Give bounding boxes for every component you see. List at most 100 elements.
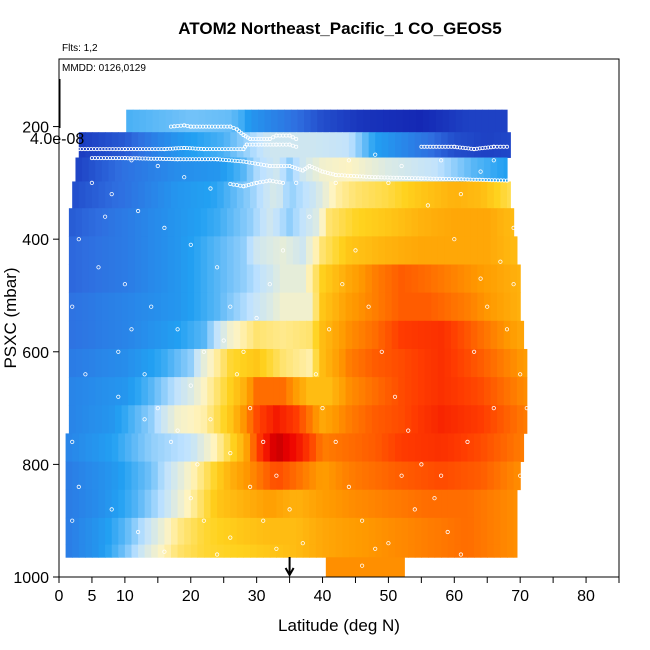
heatmap-cell	[381, 132, 390, 158]
heatmap-cell	[490, 264, 498, 294]
heatmap-cell	[317, 109, 325, 133]
heatmap-cell	[435, 109, 444, 133]
heatmap-cell	[230, 544, 238, 558]
heatmap-cell	[68, 377, 77, 406]
heatmap-cell	[227, 264, 235, 294]
heatmap-cell	[441, 517, 449, 546]
heatmap-cell	[348, 544, 357, 558]
heatmap-cell	[470, 405, 478, 434]
heatmap-cell	[65, 433, 73, 462]
heatmap-cell	[329, 433, 337, 462]
heatmap-cell	[121, 320, 129, 350]
heatmap-cell	[516, 264, 521, 294]
heatmap-cell	[161, 348, 169, 378]
heatmap-cell	[187, 236, 195, 265]
heatmap-cell	[490, 292, 498, 322]
heatmap-cell	[269, 433, 278, 462]
sample-point	[504, 327, 510, 332]
heatmap-cell	[197, 489, 205, 519]
heatmap-cell	[477, 320, 485, 350]
heatmap-cell	[259, 208, 268, 237]
heatmap-cell	[503, 377, 511, 406]
sample-point	[458, 192, 463, 197]
heatmap-cell	[203, 181, 212, 209]
heatmap-cell	[312, 292, 320, 322]
heatmap-cell	[85, 544, 93, 558]
heatmap-cell	[339, 320, 347, 350]
heatmap-cell	[388, 433, 396, 462]
heatmap-cell	[91, 132, 100, 158]
heatmap-cell	[507, 132, 511, 158]
heatmap-cell	[121, 377, 129, 406]
heatmap-cell	[457, 405, 465, 434]
heatmap-cell	[355, 132, 363, 158]
heatmap-cell	[299, 208, 307, 237]
sample-point	[478, 276, 483, 281]
heatmap-cell	[207, 405, 215, 434]
heatmap-cell	[286, 264, 294, 294]
heatmap-cell	[121, 208, 129, 237]
sample-point	[208, 417, 213, 422]
heatmap-cell	[365, 157, 373, 182]
heatmap-cell	[240, 157, 248, 182]
heatmap-cell	[246, 208, 254, 237]
heatmap-cell	[115, 377, 123, 406]
heatmap-cell	[207, 348, 215, 378]
heatmap-cell	[297, 109, 305, 133]
heatmap-cell	[213, 264, 222, 294]
heatmap-cell	[213, 292, 222, 322]
heatmap-cell	[490, 208, 498, 237]
heatmap-cell	[497, 208, 505, 237]
heatmap-cell	[483, 320, 492, 350]
heatmap-cell	[503, 236, 511, 265]
heatmap-cell	[289, 132, 297, 158]
track-point	[273, 163, 278, 168]
flight-tracks	[76, 123, 509, 189]
heatmap-cell	[165, 109, 173, 133]
heatmap-cell	[141, 236, 149, 265]
heatmap-cell	[319, 405, 327, 434]
heatmap-cell	[217, 544, 225, 558]
heatmap-cell	[101, 208, 110, 237]
heatmap-cell	[243, 132, 251, 158]
heatmap-cell	[315, 181, 324, 209]
heatmap-cell	[375, 544, 383, 558]
heatmap-cell	[256, 489, 264, 519]
heatmap-cell	[395, 517, 403, 546]
heatmap-cell	[65, 461, 73, 491]
heatmap-cell	[184, 181, 192, 209]
track-point	[323, 170, 328, 175]
heatmap-cell	[159, 109, 167, 133]
heatmap-cell	[368, 517, 376, 546]
heatmap-cell	[167, 236, 175, 265]
heatmap-cell	[88, 208, 96, 237]
heatmap-cell	[507, 517, 515, 546]
heatmap-cell	[418, 157, 426, 182]
heatmap-cell	[111, 461, 119, 491]
heatmap-cell	[358, 348, 366, 378]
heatmap-cell	[332, 320, 340, 350]
sample-point	[458, 552, 463, 557]
sample-point	[498, 259, 503, 264]
heatmap-cell	[105, 181, 113, 209]
heatmap-cell	[240, 236, 248, 265]
heatmap-cell	[276, 517, 284, 546]
heatmap-cell	[441, 544, 449, 558]
sample-point	[149, 304, 154, 309]
heatmap-cell	[457, 157, 465, 182]
heatmap-cell	[470, 320, 478, 350]
heatmap-cell	[263, 132, 271, 158]
sample-point	[168, 439, 174, 444]
heatmap-cell	[243, 544, 251, 558]
heatmap-cell	[388, 544, 396, 558]
track-point	[264, 136, 269, 141]
heatmap-cell	[210, 517, 218, 546]
sample-point	[136, 208, 141, 214]
track-point	[249, 182, 254, 187]
heatmap-cell	[470, 348, 478, 378]
sample-point	[294, 180, 299, 185]
heatmap-cell	[161, 236, 169, 265]
heatmap-cell	[312, 377, 320, 406]
heatmap-cell	[350, 109, 358, 133]
heatmap-cell	[497, 320, 505, 350]
